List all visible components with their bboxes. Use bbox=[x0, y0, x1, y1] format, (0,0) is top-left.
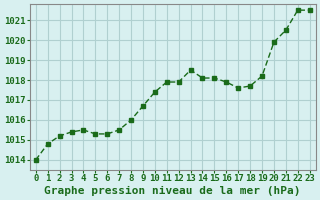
X-axis label: Graphe pression niveau de la mer (hPa): Graphe pression niveau de la mer (hPa) bbox=[44, 186, 301, 196]
